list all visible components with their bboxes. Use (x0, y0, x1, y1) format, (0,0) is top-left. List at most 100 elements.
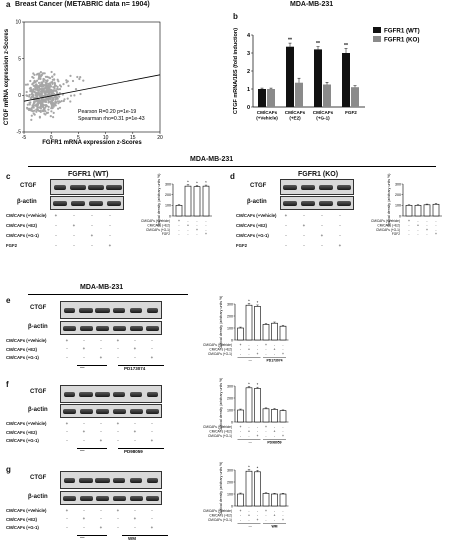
bar-b-legend-swatch (373, 27, 381, 33)
blot-band (95, 307, 110, 313)
condition-sign: - (73, 232, 75, 238)
condition-sign: - (100, 507, 102, 513)
small-chart-condition-sign: - (265, 513, 266, 517)
condition-sign: + (133, 346, 137, 351)
scatter-point (41, 88, 45, 91)
condition-sign: - (151, 337, 153, 343)
small-chart-condition-sign: - (196, 219, 197, 223)
scatter-point (65, 81, 68, 84)
scatter-point (34, 100, 37, 103)
bar-b-category-label: CM/CAFs (313, 110, 334, 115)
scatter-point (32, 96, 35, 99)
scatter-point (47, 101, 50, 104)
small-chart-condition-sign: - (240, 347, 241, 351)
scatter-point (47, 91, 51, 95)
scatter-point (52, 86, 55, 89)
bar-b-bar (258, 89, 266, 107)
small-chart-condition-sign: + (282, 518, 284, 522)
condition-sign: - (66, 524, 68, 530)
blot-band (78, 307, 94, 313)
small-chart-vehicle-dash: — (249, 525, 253, 529)
small-chart-ytick-label: 100 (227, 326, 233, 330)
small-chart-condition-label: CM/CAFs (+G-1) (208, 434, 232, 438)
panel-c-ctgf-label: CTGF (20, 183, 37, 189)
small-chart-condition-sign: - (265, 352, 266, 356)
small-chart-condition-label: CM/CAFs (+Vehicle) (203, 343, 232, 347)
bar-b-bar (267, 89, 275, 107)
bar-b-significance: ** (344, 43, 348, 49)
panel-d-letter: d (230, 172, 235, 181)
small-chart-condition-sign: - (240, 434, 241, 438)
small-chart-condition-label: CM/CAFs (+Vehicle) (203, 425, 232, 429)
bar-b-ytick-label: 3 (247, 51, 250, 57)
scatter-point (35, 108, 38, 111)
small-chart-bar (245, 470, 253, 507)
condition-sign: - (83, 437, 85, 443)
scatter-point (29, 79, 32, 83)
small-chart-bar (262, 324, 270, 341)
scatter-point (49, 115, 52, 118)
condition-sign: + (99, 437, 103, 443)
small-chart-ylabel: Optical density (arbitrary units %) (387, 174, 391, 227)
scatter-point (34, 88, 37, 91)
small-chart-condition-sign: - (257, 343, 258, 347)
condition-sign: - (66, 354, 68, 360)
small-chart-bar (414, 205, 422, 217)
small-chart-significance: * (248, 298, 250, 303)
scatter-point (78, 77, 81, 81)
small-chart-condition-sign: + (265, 509, 267, 513)
condition-sign: - (339, 232, 341, 238)
condition-label: CM/CAFs (+G-1) (6, 233, 39, 238)
scatter-point (42, 98, 45, 101)
condition-sign: - (285, 222, 287, 228)
small-chart-condition-sign: + (248, 429, 250, 433)
inhibitor-label: PD98059 (124, 449, 143, 454)
bar-b-bar (286, 46, 294, 107)
small-chart-ylabel: Optical density (arbitrary units %) (157, 174, 161, 227)
small-chart-condition-sign: - (187, 219, 188, 223)
scatter-point (56, 96, 59, 99)
blot-band (95, 391, 110, 397)
blot-band (129, 325, 143, 331)
small-chart-bar (184, 185, 192, 217)
small-chart-condition-sign: - (282, 343, 283, 347)
inhibitor-label: PD173074 (124, 366, 146, 371)
blot-band (62, 408, 76, 414)
condition-sign: + (108, 242, 112, 248)
blot-band (130, 307, 142, 313)
small-chart-condition-sign: - (248, 518, 249, 522)
bar-chart-f: 0 100 200 300 Optical density (arbitrary uni… (203, 378, 289, 445)
blot-band (70, 200, 85, 206)
small-chart-condition-sign: - (435, 228, 436, 232)
small-chart-significance: * (257, 382, 259, 387)
scatter-point (36, 88, 39, 91)
condition-sign: - (117, 429, 119, 434)
scatter-point (50, 70, 53, 74)
condition-sign: - (134, 437, 136, 443)
scatter-point (58, 84, 62, 87)
small-chart-condition-sign: - (265, 518, 266, 522)
small-chart-vehicle-dash: — (249, 441, 253, 445)
bar-b-category-label: (+Vehicle) (256, 116, 278, 121)
small-chart-inhibitor-label: WM (271, 525, 277, 529)
small-chart-condition-sign: + (282, 434, 284, 438)
condition-sign: - (100, 346, 102, 351)
small-chart-significance: * (257, 300, 259, 305)
small-chart-condition-sign: + (265, 343, 267, 347)
blot-band (112, 495, 126, 501)
small-chart-condition-sign: - (265, 434, 266, 438)
condition-sign: + (133, 516, 137, 521)
blot-band (70, 184, 86, 190)
scatter-point (38, 72, 41, 75)
scatter-point (36, 104, 39, 108)
small-chart-bar (254, 388, 261, 423)
scatter-point (44, 106, 47, 109)
scatter-point (39, 110, 42, 113)
inhibitor-underline (122, 535, 168, 536)
scatter-point (32, 88, 35, 91)
panel-d-actin-label: β-actin (247, 199, 267, 205)
scatter-point (54, 89, 57, 92)
small-chart-condition-sign: - (282, 513, 283, 517)
scatter-point (79, 76, 82, 79)
scatter-point (36, 79, 39, 82)
